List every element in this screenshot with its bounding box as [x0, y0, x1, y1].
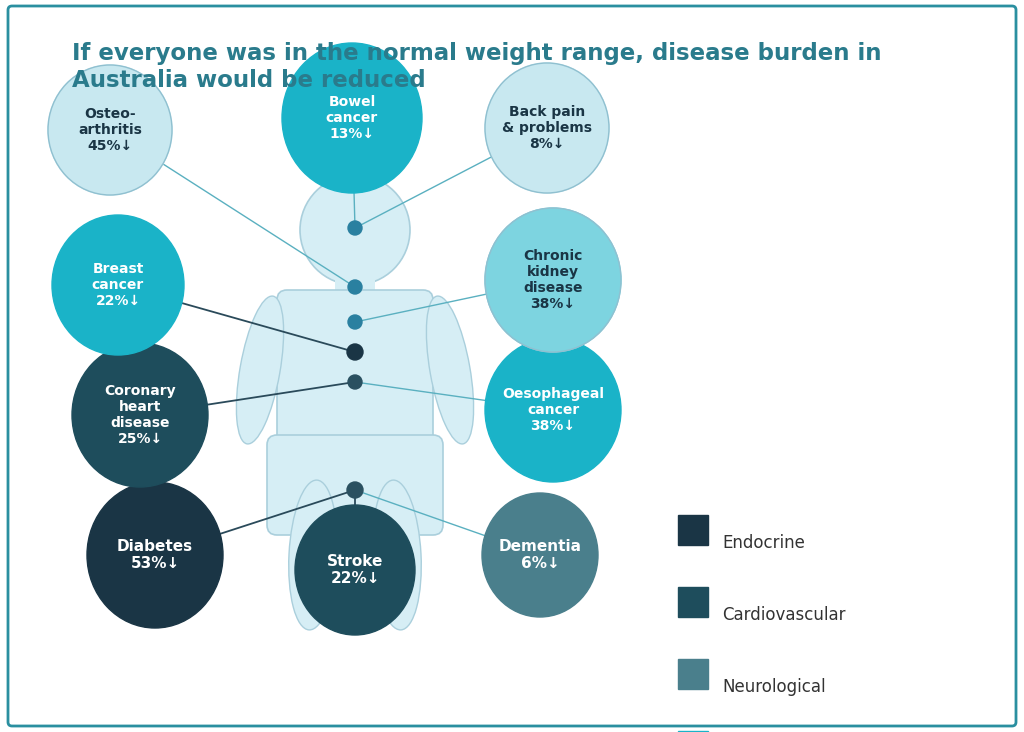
Circle shape [348, 221, 362, 235]
Ellipse shape [295, 505, 415, 635]
Circle shape [347, 482, 362, 498]
FancyBboxPatch shape [678, 659, 708, 689]
FancyBboxPatch shape [678, 731, 708, 732]
Text: Cardiovascular: Cardiovascular [722, 606, 846, 624]
Ellipse shape [485, 338, 621, 482]
Ellipse shape [72, 343, 208, 487]
Text: If everyone was in the normal weight range, disease burden in
Australia would be: If everyone was in the normal weight ran… [72, 42, 882, 92]
Ellipse shape [485, 208, 621, 352]
Ellipse shape [282, 43, 422, 193]
Circle shape [300, 175, 410, 285]
FancyBboxPatch shape [678, 587, 708, 617]
Ellipse shape [52, 215, 184, 355]
Text: Stroke
22%↓: Stroke 22%↓ [327, 554, 383, 586]
Text: Neurological: Neurological [722, 678, 825, 696]
Ellipse shape [373, 480, 421, 630]
Ellipse shape [485, 63, 609, 193]
Ellipse shape [48, 65, 172, 195]
Text: Coronary
heart
disease
25%↓: Coronary heart disease 25%↓ [104, 384, 176, 447]
Ellipse shape [237, 296, 284, 444]
Text: Endocrine: Endocrine [722, 534, 805, 552]
Ellipse shape [87, 482, 223, 628]
Text: Oesophageal
cancer
38%↓: Oesophageal cancer 38%↓ [502, 386, 604, 433]
Text: Chronic
kidney
disease
38%↓: Chronic kidney disease 38%↓ [523, 249, 583, 311]
Text: Dementia
6%↓: Dementia 6%↓ [499, 539, 582, 571]
Circle shape [347, 344, 362, 360]
Text: Breast
cancer
22%↓: Breast cancer 22%↓ [92, 262, 144, 308]
FancyBboxPatch shape [678, 515, 708, 545]
Text: Back pain
& problems
8%↓: Back pain & problems 8%↓ [502, 105, 592, 152]
FancyBboxPatch shape [335, 276, 375, 308]
FancyBboxPatch shape [267, 435, 443, 535]
Text: Osteo-
arthritis
45%↓: Osteo- arthritis 45%↓ [78, 107, 142, 153]
Circle shape [348, 280, 362, 294]
Ellipse shape [426, 296, 474, 444]
Circle shape [348, 375, 362, 389]
Text: Bowel
cancer
13%↓: Bowel cancer 13%↓ [326, 95, 378, 141]
Ellipse shape [482, 493, 598, 617]
Text: Diabetes
53%↓: Diabetes 53%↓ [117, 539, 194, 571]
Ellipse shape [289, 480, 337, 630]
Circle shape [348, 315, 362, 329]
FancyBboxPatch shape [278, 290, 433, 470]
FancyBboxPatch shape [8, 6, 1016, 726]
